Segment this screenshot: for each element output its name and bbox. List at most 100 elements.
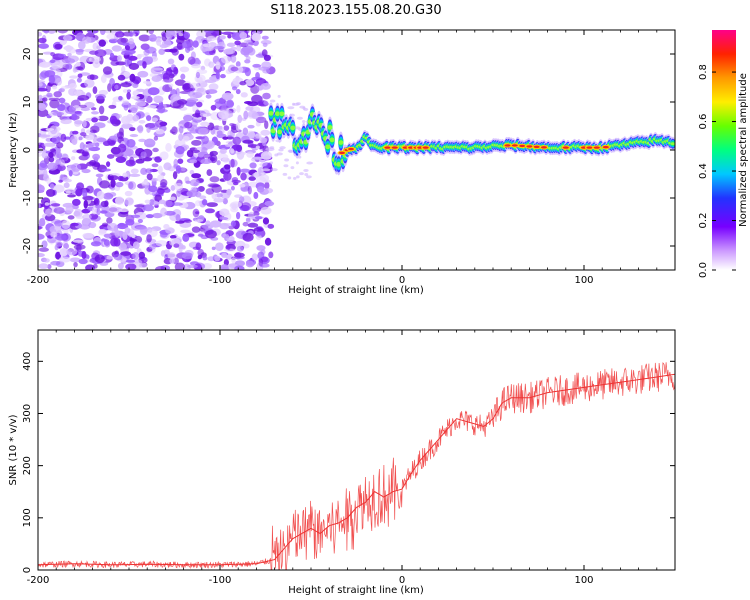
- heatmap-cell: [158, 48, 166, 55]
- heatmap-cell: [223, 125, 230, 131]
- heatmap-cell: [296, 102, 301, 106]
- heatmap-cell: [237, 114, 243, 124]
- colorbar-tick-label: 0.8: [698, 64, 709, 80]
- heatmap-cell: [82, 232, 94, 239]
- heatmap-ridge-cell: [290, 125, 296, 131]
- heatmap-cell: [176, 36, 186, 40]
- heatmap-cell: [243, 110, 249, 120]
- snr-y-label: SNR (10 * v/v): [8, 414, 19, 485]
- heatmap-cell: [264, 181, 270, 190]
- heatmap-cell: [126, 89, 132, 93]
- heatmap-cell: [81, 168, 91, 174]
- heatmap-cell: [51, 84, 58, 90]
- heatmap-cell: [125, 219, 135, 226]
- heatmap-cell: [221, 103, 227, 113]
- heatmap-cell: [109, 77, 115, 87]
- heatmap-cell: [47, 263, 52, 270]
- snr-y-ticks: 0 100 200 300 400: [22, 352, 675, 573]
- heatmap-cell: [62, 35, 73, 41]
- heatmap-cell: [306, 161, 314, 165]
- heatmap-cell: [220, 264, 229, 270]
- heatmap-hot-cell: [348, 147, 355, 151]
- heatmap-cell: [146, 56, 154, 64]
- heatmap-cell: [231, 179, 241, 184]
- heatmap-cell: [235, 46, 241, 52]
- heatmap-cell: [109, 135, 118, 140]
- heatmap-cell: [100, 210, 108, 214]
- heatmap-cell: [235, 122, 240, 132]
- heatmap-cell: [132, 114, 140, 122]
- heatmap-cell: [144, 46, 157, 54]
- heatmap-cell: [181, 252, 193, 260]
- heatmap-cell: [114, 196, 124, 205]
- heatmap-cell: [117, 262, 124, 270]
- heatmap-cell: [38, 233, 45, 240]
- heatmap-cell: [247, 186, 252, 195]
- x-tick-label: -200: [27, 575, 50, 586]
- heatmap-cell: [155, 128, 165, 135]
- heatmap-cell: [129, 127, 136, 132]
- heatmap-cell: [121, 123, 133, 129]
- heatmap-cell: [184, 121, 193, 129]
- heatmap-cell: [135, 100, 147, 107]
- heatmap-cell: [120, 251, 132, 256]
- heatmap-cell: [191, 63, 201, 69]
- heatmap-cell: [195, 242, 202, 251]
- heatmap-cell: [38, 82, 43, 87]
- heatmap-cell: [105, 255, 114, 260]
- heatmap-cell: [153, 135, 159, 141]
- heatmap-cell: [73, 244, 86, 250]
- heatmap-cell: [178, 133, 184, 141]
- heatmap-cell: [123, 71, 131, 77]
- heatmap-cell: [204, 47, 214, 52]
- heatmap-cell: [196, 87, 207, 96]
- heatmap-cell: [225, 143, 233, 148]
- heatmap-cell: [90, 107, 97, 111]
- heatmap-cell: [102, 192, 114, 200]
- heatmap-cell: [98, 89, 108, 96]
- heatmap-cell: [65, 63, 73, 70]
- heatmap-cell: [65, 205, 74, 214]
- heatmap-cell: [221, 92, 234, 101]
- heatmap-cell: [182, 82, 191, 90]
- heatmap-cell: [57, 53, 67, 58]
- heatmap-cell: [201, 146, 208, 154]
- heatmap-cell: [259, 263, 270, 268]
- heatmap-cell: [268, 251, 274, 259]
- heatmap-cell: [302, 120, 306, 124]
- heatmap-cell: [74, 110, 83, 115]
- heatmap-cell: [115, 181, 124, 188]
- heatmap-cell: [122, 231, 128, 241]
- heatmap-cell: [43, 30, 50, 34]
- heatmap-cell: [224, 164, 231, 170]
- heatmap-cell: [170, 185, 176, 191]
- heatmap-cell: [260, 206, 272, 215]
- heatmap-cell: [230, 206, 239, 213]
- heatmap-cell: [240, 202, 252, 212]
- heatmap-cell: [222, 233, 230, 239]
- heatmap-cell: [56, 142, 64, 149]
- heatmap-cell: [181, 167, 186, 172]
- heatmap-cell: [226, 136, 234, 140]
- heatmap-cell: [253, 227, 264, 232]
- heatmap-cell: [295, 161, 299, 165]
- heatmap-cell: [201, 135, 209, 145]
- heatmap-cell: [98, 105, 105, 115]
- y-tick-label: -20: [22, 238, 33, 254]
- heatmap-cell: [82, 120, 87, 128]
- heatmap-cell: [138, 34, 151, 42]
- heatmap-cell: [55, 233, 67, 241]
- snr-series-line: [38, 373, 675, 566]
- heatmap-cell: [165, 68, 173, 76]
- heatmap-cell: [38, 253, 45, 258]
- heatmap-cell: [145, 214, 154, 219]
- heatmap-cell: [264, 200, 275, 207]
- heatmap-cell: [197, 152, 205, 158]
- heatmap-cell: [198, 127, 209, 135]
- heatmap-cell: [219, 148, 227, 155]
- x-tick-label: 100: [574, 575, 593, 586]
- heatmap-cell: [232, 181, 239, 186]
- heatmap-noise-layer: [38, 30, 314, 270]
- heatmap-cell: [83, 222, 89, 229]
- heatmap-ridge-cell: [325, 144, 331, 150]
